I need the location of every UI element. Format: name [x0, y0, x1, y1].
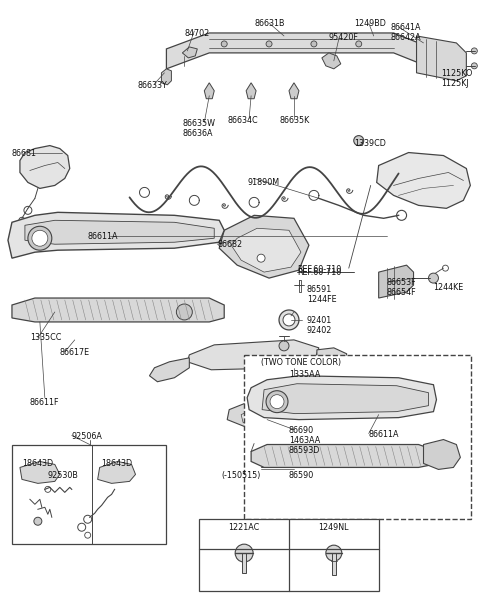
Text: 1244KE: 1244KE	[433, 283, 464, 292]
Polygon shape	[322, 53, 341, 69]
Text: 92402: 92402	[307, 326, 332, 335]
Polygon shape	[8, 212, 224, 258]
Circle shape	[252, 462, 262, 473]
Text: 84702: 84702	[184, 29, 210, 38]
Text: 86611A: 86611A	[369, 430, 399, 438]
Text: 1335CC: 1335CC	[30, 333, 61, 342]
Circle shape	[283, 314, 295, 326]
Circle shape	[34, 517, 42, 525]
Circle shape	[32, 230, 48, 246]
Text: 86642A: 86642A	[391, 33, 421, 42]
Polygon shape	[12, 298, 224, 322]
Bar	[244, 355, 471, 519]
Text: 86635W: 86635W	[182, 119, 216, 128]
Circle shape	[354, 135, 364, 145]
Text: 1221AC: 1221AC	[228, 524, 260, 532]
Circle shape	[28, 226, 52, 250]
Polygon shape	[379, 265, 414, 298]
Text: 86593D: 86593D	[289, 446, 320, 454]
Text: 92530B: 92530B	[48, 471, 79, 481]
Polygon shape	[187, 340, 319, 370]
Polygon shape	[227, 400, 294, 428]
Circle shape	[429, 273, 438, 283]
Text: 86636A: 86636A	[182, 129, 213, 138]
Polygon shape	[149, 358, 189, 382]
Circle shape	[266, 41, 272, 47]
Circle shape	[279, 310, 299, 330]
Text: (-150515): (-150515)	[221, 471, 261, 481]
Polygon shape	[20, 462, 60, 484]
Text: 86682: 86682	[217, 240, 242, 249]
Text: 86591: 86591	[307, 285, 332, 294]
Polygon shape	[204, 83, 214, 99]
Circle shape	[266, 390, 288, 413]
Polygon shape	[97, 462, 135, 484]
Text: 95420F: 95420F	[329, 33, 359, 42]
Polygon shape	[246, 83, 256, 99]
Circle shape	[270, 395, 284, 409]
Text: 86654F: 86654F	[386, 288, 416, 297]
Text: 86634C: 86634C	[227, 116, 258, 124]
Text: 1463AA: 1463AA	[289, 436, 320, 444]
Text: 1249BD: 1249BD	[354, 19, 385, 28]
Text: 86653F: 86653F	[386, 278, 416, 287]
Polygon shape	[262, 384, 429, 414]
Text: 86690: 86690	[289, 425, 314, 435]
Polygon shape	[241, 408, 274, 425]
Circle shape	[235, 544, 253, 562]
Polygon shape	[247, 376, 436, 420]
Text: 92401: 92401	[307, 316, 332, 325]
Bar	[12, 444, 167, 544]
Text: 86631B: 86631B	[254, 19, 285, 28]
Text: 86590: 86590	[289, 471, 314, 481]
Text: 86617E: 86617E	[60, 348, 90, 357]
Polygon shape	[377, 153, 470, 208]
Circle shape	[311, 41, 317, 47]
Text: 86681: 86681	[12, 148, 37, 158]
Circle shape	[221, 41, 227, 47]
Text: 92506A: 92506A	[72, 432, 103, 441]
Text: 1125KJ: 1125KJ	[442, 79, 469, 88]
Polygon shape	[25, 220, 214, 244]
Circle shape	[176, 304, 192, 320]
Circle shape	[279, 341, 289, 351]
Polygon shape	[289, 83, 299, 99]
Text: 1249NL: 1249NL	[319, 524, 349, 532]
Bar	[242, 553, 246, 573]
Text: 1335AA: 1335AA	[289, 370, 320, 379]
Text: 1244FE: 1244FE	[307, 295, 336, 304]
Bar	[332, 553, 336, 575]
Polygon shape	[161, 69, 171, 85]
Bar	[199, 519, 379, 591]
Circle shape	[257, 254, 265, 262]
Polygon shape	[231, 228, 301, 272]
Circle shape	[326, 545, 342, 561]
Text: 18643D: 18643D	[22, 460, 53, 468]
Text: REF.60-710: REF.60-710	[297, 265, 341, 274]
Text: 18643D: 18643D	[102, 460, 133, 468]
Polygon shape	[219, 215, 309, 278]
Text: 91890M: 91890M	[247, 178, 279, 188]
Text: 86635K: 86635K	[279, 116, 309, 124]
Text: 86611F: 86611F	[30, 398, 60, 406]
Circle shape	[253, 436, 261, 444]
Polygon shape	[423, 440, 460, 470]
Polygon shape	[20, 145, 70, 188]
Text: 86633Y: 86633Y	[137, 81, 167, 89]
Circle shape	[356, 41, 362, 47]
Text: 1339CD: 1339CD	[354, 139, 385, 148]
Text: REF.60-710: REF.60-710	[297, 268, 341, 277]
Text: (TWO TONE COLOR): (TWO TONE COLOR)	[261, 358, 341, 367]
Circle shape	[254, 465, 260, 470]
Polygon shape	[251, 444, 438, 468]
Text: 86641A: 86641A	[391, 23, 421, 32]
Polygon shape	[182, 47, 197, 58]
Polygon shape	[167, 33, 419, 69]
Text: 86611A: 86611A	[88, 232, 118, 242]
Circle shape	[471, 48, 477, 54]
Polygon shape	[317, 348, 347, 368]
Polygon shape	[417, 36, 467, 81]
Circle shape	[471, 63, 477, 69]
Text: 1125KO: 1125KO	[442, 69, 473, 78]
